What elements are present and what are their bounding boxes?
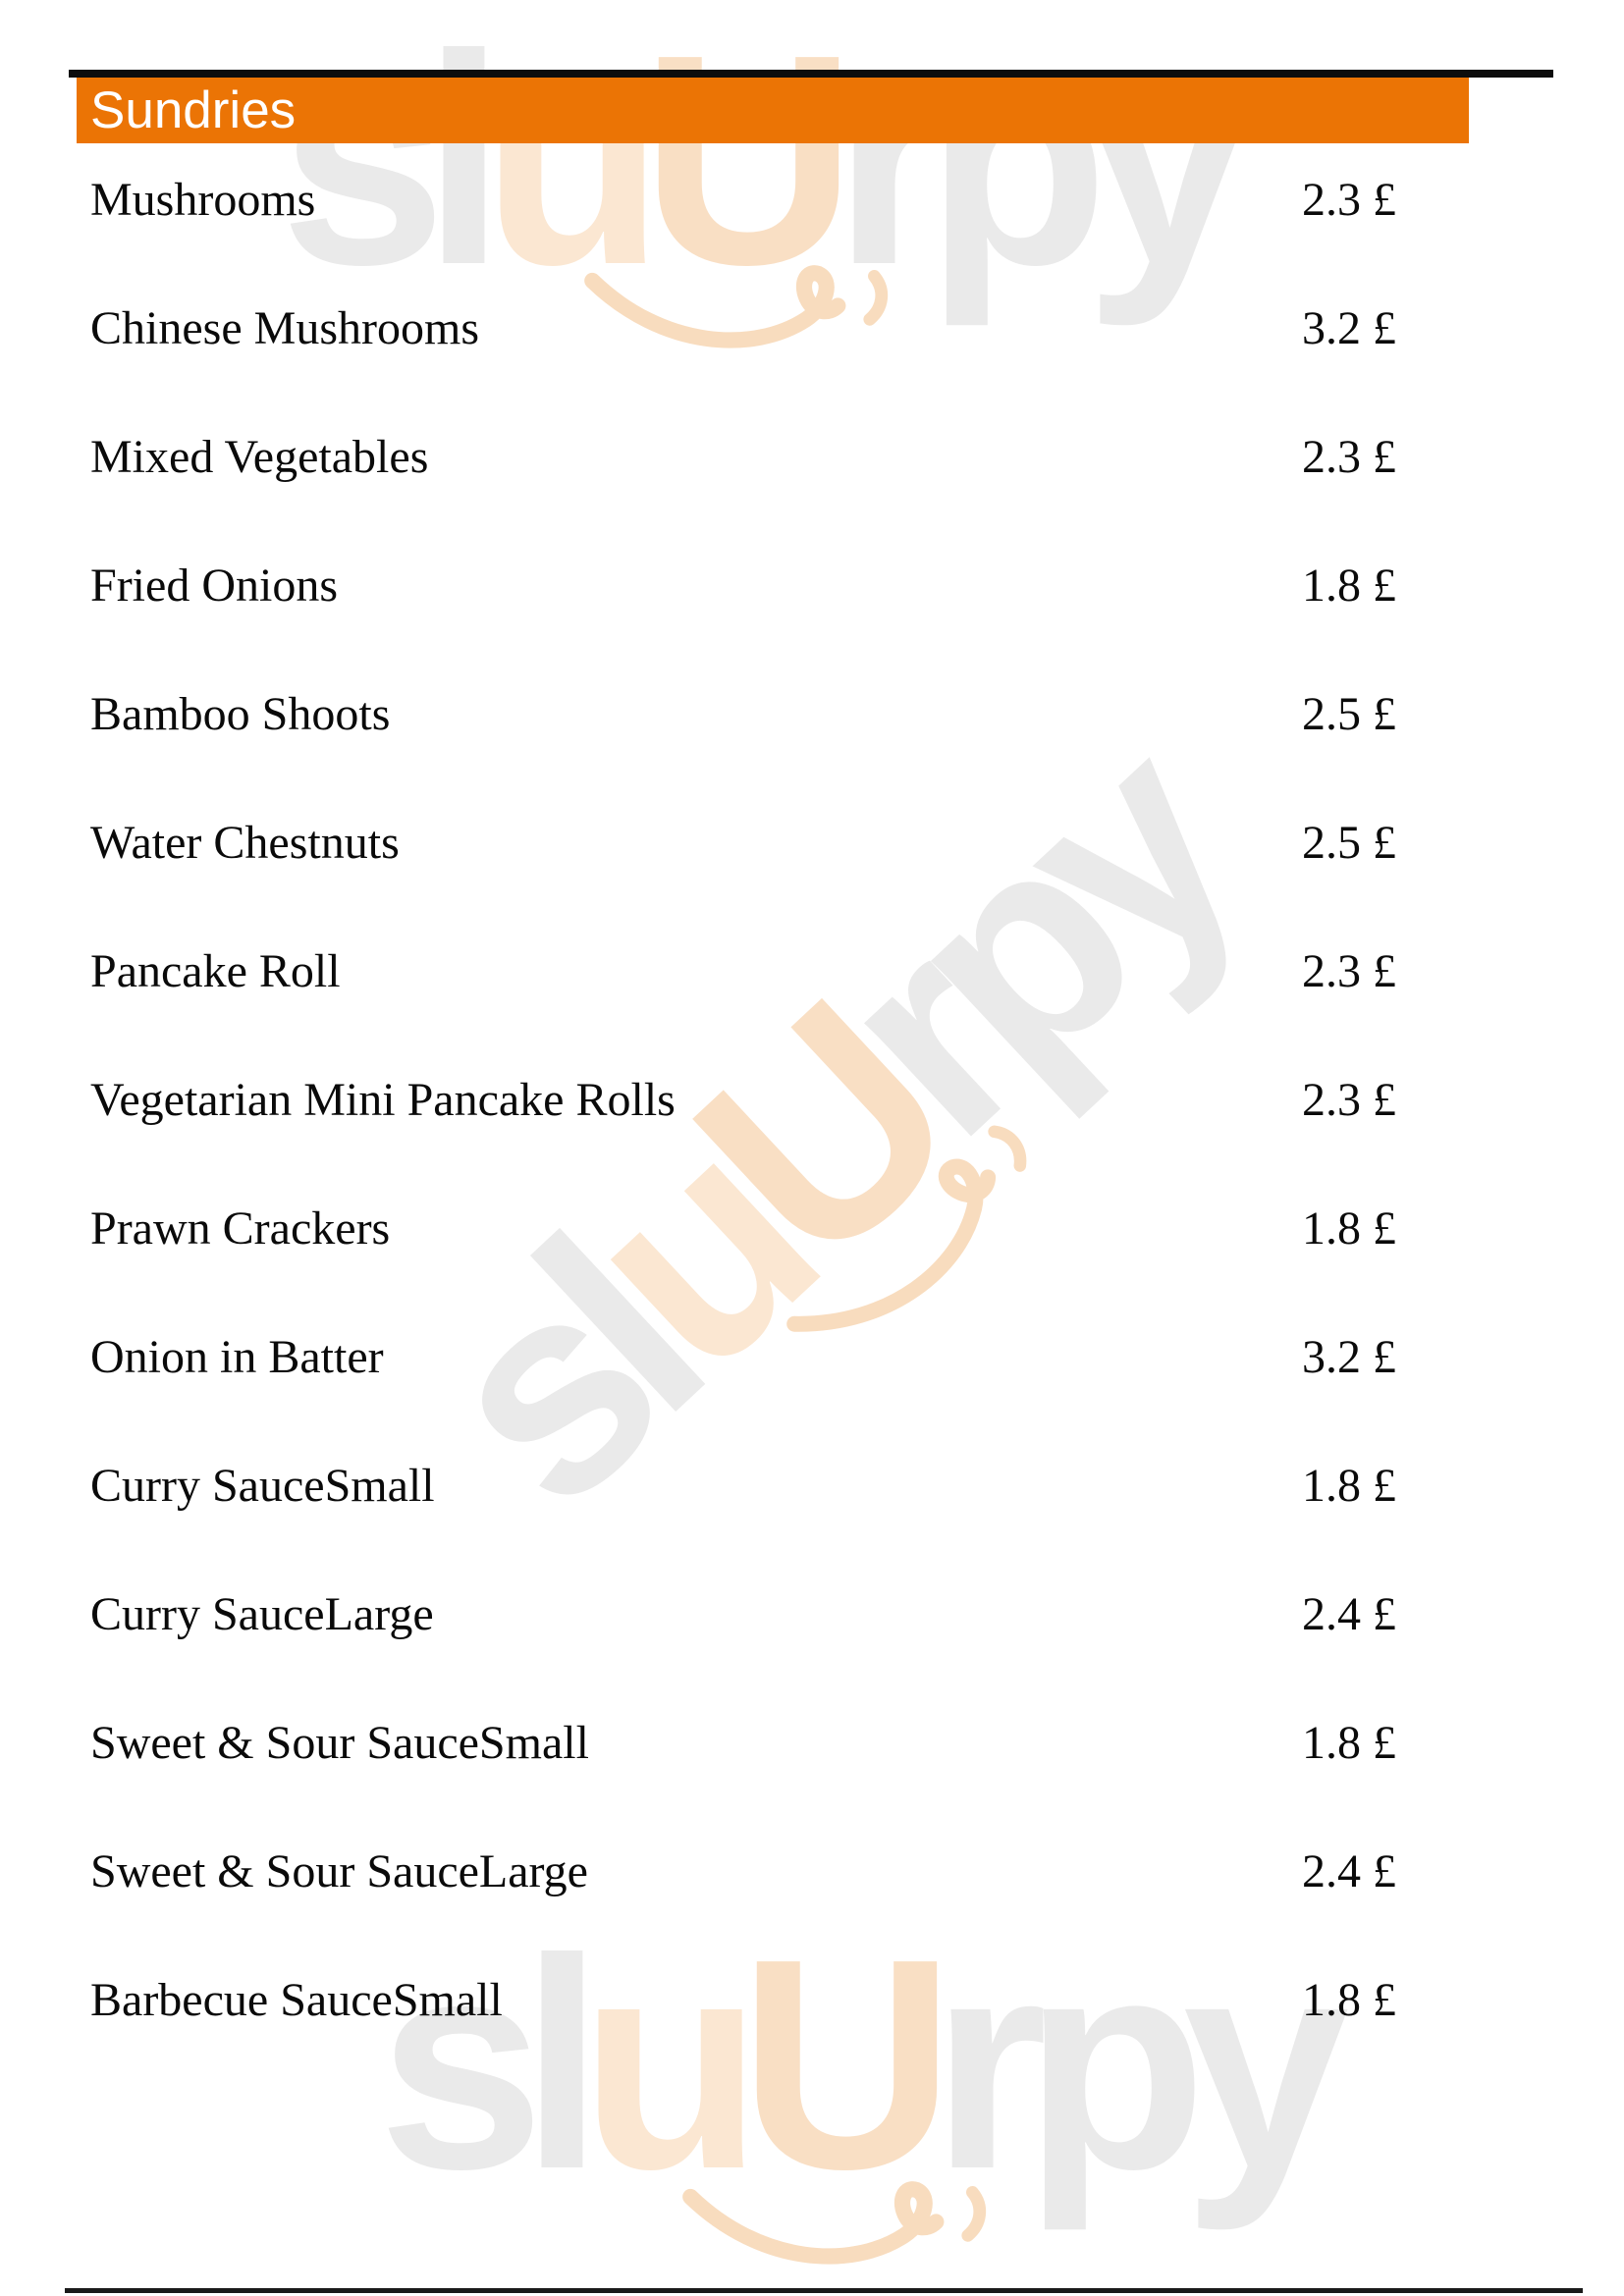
item-price: 1.8 £ xyxy=(1302,560,1396,612)
watermark-text: sluUrpy xyxy=(378,1896,1349,2231)
watermark-logo-top: sluUrpy xyxy=(280,10,1251,348)
menu-row: Curry SauceLarge 2.4 £ xyxy=(90,1586,1534,1715)
item-name: Prawn Crackers xyxy=(90,1202,391,1255)
item-name: Pancake Roll xyxy=(90,945,341,997)
watermark-letter-segment: u xyxy=(481,0,665,327)
watermark-letter-segment: rpy xyxy=(833,0,1251,327)
item-name: Mixed Vegetables xyxy=(90,431,429,483)
watermark-letter-segment: U xyxy=(640,0,856,327)
item-price: 2.5 £ xyxy=(1302,688,1396,740)
item-name: Fried Onions xyxy=(90,560,338,612)
item-name: Bamboo Shoots xyxy=(90,688,391,740)
item-name: Water Chestnuts xyxy=(90,817,400,869)
item-price: 1.8 £ xyxy=(1302,1460,1396,1512)
section-title: Sundries xyxy=(90,81,297,139)
menu-row: Prawn Crackers 1.8 £ xyxy=(90,1201,1534,1329)
watermark-letter-segment: U xyxy=(738,1896,954,2231)
menu-row: Fried Onions 1.8 £ xyxy=(90,558,1534,686)
item-name: Sweet & Sour SauceSmall xyxy=(90,1717,589,1769)
item-name: Vegetarian Mini Pancake Rolls xyxy=(90,1074,676,1126)
watermark-logo-middle: sluUrpy xyxy=(376,691,1282,1568)
item-price: 2.3 £ xyxy=(1302,431,1396,483)
item-name: Barbecue SauceSmall xyxy=(90,1974,503,2026)
menu-row: Pancake Roll 2.3 £ xyxy=(90,943,1534,1072)
menu-row: Mixed Vegetables 2.3 £ xyxy=(90,429,1534,558)
item-price: 1.8 £ xyxy=(1302,1974,1396,2026)
item-price: 2.3 £ xyxy=(1302,1074,1396,1126)
smile-tongue-icon xyxy=(583,265,888,348)
item-price: 2.3 £ xyxy=(1302,945,1396,997)
item-name: Curry SauceLarge xyxy=(90,1588,434,1640)
watermark-letter-segment: u xyxy=(579,1896,763,2231)
menu-list: Mushrooms 2.3 £ Chinese Mushrooms 3.2 £ … xyxy=(90,172,1534,2101)
menu-row: Vegetarian Mini Pancake Rolls 2.3 £ xyxy=(90,1072,1534,1201)
item-price: 1.8 £ xyxy=(1302,1202,1396,1255)
item-price: 2.4 £ xyxy=(1302,1588,1396,1640)
section-header: Sundries xyxy=(77,78,1469,143)
menu-row: Onion in Batter 3.2 £ xyxy=(90,1329,1534,1458)
menu-row: Barbecue SauceSmall 1.8 £ xyxy=(90,1972,1534,2101)
watermark-logo-bottom: sluUrpy xyxy=(378,1914,1349,2265)
item-name: Onion in Batter xyxy=(90,1331,384,1383)
watermark-letter-segment: rpy xyxy=(931,1896,1349,2231)
menu-row: Sweet & Sour SauceSmall 1.8 £ xyxy=(90,1715,1534,1843)
watermark-letter-segment: sl xyxy=(280,0,506,327)
smile-tongue-icon xyxy=(681,2181,986,2265)
watermark-letter-segment: sl xyxy=(378,1896,604,2231)
top-divider-rule xyxy=(69,70,1553,78)
menu-row: Sweet & Sour SauceLarge 2.4 £ xyxy=(90,1843,1534,1972)
menu-row: Curry SauceSmall 1.8 £ xyxy=(90,1458,1534,1586)
bottom-divider-rule xyxy=(65,2288,1583,2293)
item-name: Mushrooms xyxy=(90,174,316,226)
item-price: 3.2 £ xyxy=(1302,302,1396,354)
menu-row: Water Chestnuts 2.5 £ xyxy=(90,815,1534,943)
item-price: 2.3 £ xyxy=(1302,174,1396,226)
menu-row: Mushrooms 2.3 £ xyxy=(90,172,1534,300)
item-name: Sweet & Sour SauceLarge xyxy=(90,1845,588,1897)
smile-tongue-icon xyxy=(785,1125,1027,1332)
item-name: Chinese Mushrooms xyxy=(90,302,479,354)
item-price: 1.8 £ xyxy=(1302,1717,1396,1769)
menu-row: Chinese Mushrooms 3.2 £ xyxy=(90,300,1534,429)
menu-row: Bamboo Shoots 2.5 £ xyxy=(90,686,1534,815)
item-price: 2.4 £ xyxy=(1302,1845,1396,1897)
item-name: Curry SauceSmall xyxy=(90,1460,435,1512)
item-price: 2.5 £ xyxy=(1302,817,1396,869)
item-price: 3.2 £ xyxy=(1302,1331,1396,1383)
watermark-text: sluUrpy xyxy=(280,0,1251,327)
